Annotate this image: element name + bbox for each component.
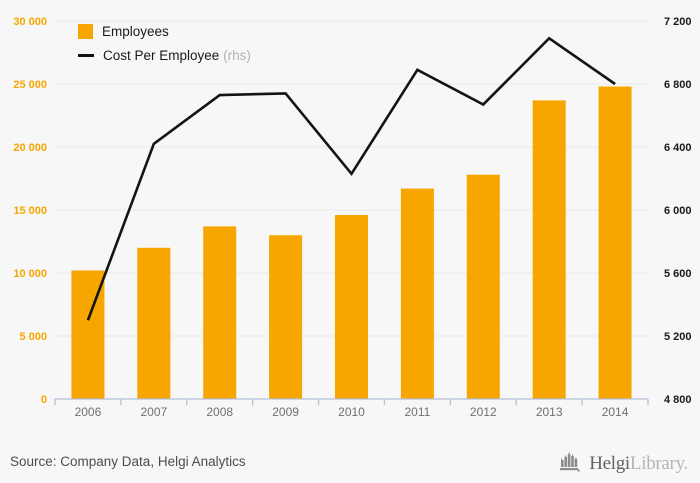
legend-label-cost-text: Cost Per Employee — [103, 48, 220, 63]
right-axis-label: 5 200 — [664, 331, 692, 343]
left-axis-label: 25 000 — [13, 79, 47, 91]
x-axis-label: 2012 — [470, 405, 497, 419]
right-axis-label: 6 000 — [664, 205, 692, 217]
x-axis-label: 2008 — [206, 405, 233, 419]
right-axis-label: 5 600 — [664, 268, 692, 280]
chart-canvas: 0 5 000 10 000 15 000 20 000 25 000 30 000 4 80… — [13, 16, 692, 419]
legend: Employees Cost Per Employee (rhs) — [78, 24, 251, 63]
left-axis-label: 30 000 — [13, 16, 47, 28]
x-axis-label: 2006 — [75, 405, 102, 419]
legend-item-cost-per-employee: Cost Per Employee (rhs) — [78, 48, 251, 63]
x-axis-label: 2014 — [602, 405, 629, 419]
bar-2014 — [598, 86, 632, 400]
employees-swatch-icon — [78, 24, 93, 39]
line-swatch-icon — [78, 54, 94, 57]
cost-per-employee-line — [86, 36, 616, 321]
left-axis-label: 20 000 — [13, 142, 47, 154]
bar-2012 — [466, 174, 500, 399]
right-axis-label: 6 800 — [664, 79, 692, 91]
brand-logo: HelgiLibrary. — [559, 450, 688, 473]
brand-name: HelgiLibrary. — [589, 454, 688, 473]
legend-label-cost-per-employee: Cost Per Employee (rhs) — [103, 48, 251, 63]
brand-library: Library. — [629, 453, 688, 474]
right-axis-label: 7 200 — [664, 16, 692, 28]
chart-area: 0 5 000 10 000 15 000 20 000 25 000 30 000 4 80… — [13, 16, 692, 419]
legend-item-employees: Employees — [78, 24, 251, 39]
castle-icon — [560, 452, 580, 472]
legend-rhs-note: (rhs) — [223, 48, 251, 63]
source-text: Source: Company Data, Helgi Analytics — [10, 454, 246, 469]
bar-2009 — [269, 235, 303, 399]
brand-helgi: Helgi — [589, 453, 630, 474]
bar-2011 — [400, 188, 434, 399]
bar-2013 — [532, 100, 566, 399]
right-axis-label: 4 800 — [664, 394, 692, 406]
left-axis-label: 10 000 — [13, 268, 47, 280]
left-axis-label: 5 000 — [19, 331, 47, 343]
left-axis-label: 0 — [41, 394, 47, 406]
x-axis-label: 2011 — [404, 405, 430, 419]
x-axis-label: 2010 — [338, 405, 365, 419]
right-axis-label: 6 400 — [664, 142, 692, 154]
legend-label-employees: Employees — [102, 24, 169, 39]
footer: Source: Company Data, Helgi Analytics He… — [0, 440, 700, 483]
bar-2010 — [335, 215, 368, 399]
bar-2008 — [203, 226, 237, 399]
x-axis-label: 2013 — [536, 405, 563, 419]
bar-2007 — [137, 247, 171, 399]
left-axis-label: 15 000 — [13, 205, 47, 217]
x-axis-label: 2009 — [272, 405, 299, 419]
x-axis-label: 2007 — [140, 405, 167, 419]
